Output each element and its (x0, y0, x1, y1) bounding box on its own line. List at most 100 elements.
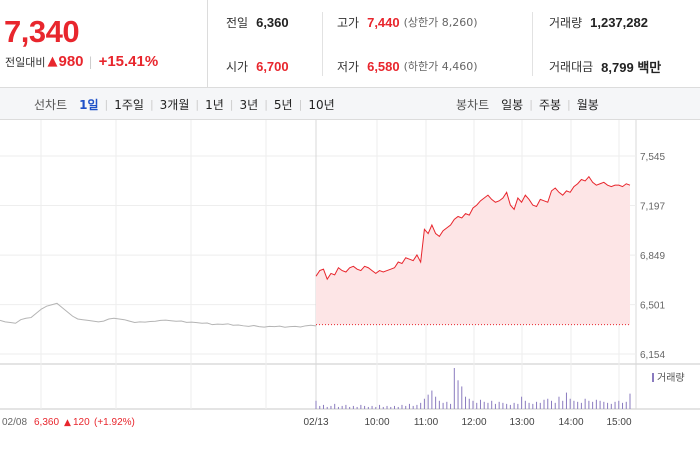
candle-chart-tabs: 봉차트 일봉 | 주봉 | 월봉 (456, 97, 599, 112)
stats-col-1: 전일 6,360 시가 6,700 (226, 0, 326, 88)
divider (532, 12, 533, 76)
volume-bar (319, 405, 321, 409)
current-price: 7,340 (4, 14, 80, 49)
line-chart-tabs: 선차트 1일 | 1주일 | 3개월 | 1년 | 3년 | 5년 | 10년 (34, 97, 335, 112)
volume-bar (551, 400, 552, 409)
volume-legend-icon (652, 373, 654, 382)
tab-1d[interactable]: 1일 (79, 97, 99, 112)
tab-10y[interactable]: 10년 (308, 97, 335, 112)
volume-bar (479, 399, 481, 409)
tab-weekly[interactable]: 주봉 (538, 97, 562, 112)
volume-bar (334, 403, 336, 409)
volume-bar (494, 403, 496, 409)
volume-bar (595, 399, 597, 409)
volume-bar (521, 396, 523, 409)
up-arrow-icon: ▲ (47, 54, 58, 69)
volume-bar (341, 405, 343, 409)
volume-bar (322, 404, 324, 409)
prev-day-date: 02/08 (2, 417, 27, 428)
stats-col-3: 거래량 1,237,282 거래대금 8,799 백만 (549, 0, 699, 88)
volume-bar (360, 404, 362, 409)
volume-bar (506, 403, 508, 409)
volume-bar (349, 406, 351, 409)
volume-bar (450, 403, 452, 409)
volume-bar (491, 400, 493, 409)
x-tick-label: 15:00 (606, 417, 631, 428)
volume-bar (412, 405, 414, 409)
chart-tabs: 선차트 1일 | 1주일 | 3개월 | 1년 | 3년 | 5년 | 10년 봉차트 일봉… (0, 88, 700, 120)
divider (322, 12, 323, 76)
stat-volume: 거래량 1,237,282 (549, 14, 648, 30)
prev-day-series-line (0, 302, 317, 328)
y-tick-label: 7,545 (640, 152, 665, 163)
volume-bar (367, 406, 369, 409)
tab-1y[interactable]: 1년 (205, 97, 224, 112)
x-tick-label: 14:00 (558, 417, 583, 428)
volume-bar (614, 401, 616, 409)
volume-bar (330, 405, 332, 409)
price-box: 7,340 전일대비 ▲ 980 | +15.41% (0, 0, 208, 88)
volume-bar (554, 402, 556, 409)
change-label: 전일대비 (5, 55, 46, 69)
change-percent: +15.41% (98, 53, 159, 70)
volume-bar (382, 406, 384, 409)
volume-bar (423, 398, 425, 409)
volume-bar (408, 403, 410, 409)
tab-3y[interactable]: 3년 (239, 97, 259, 112)
tab-5y[interactable]: 5년 (273, 97, 293, 112)
volume-bar (431, 390, 433, 409)
volume-bar (573, 400, 575, 409)
prev-day-up-arrow-icon: ▲ (64, 418, 71, 428)
divider: | (88, 54, 93, 69)
tab-monthly[interactable]: 월봉 (576, 97, 599, 112)
x-tick-label: 12:00 (461, 417, 486, 428)
x-tick-label: 02/13 (303, 417, 328, 428)
tab-3m[interactable]: 3개월 (159, 97, 190, 112)
today-series-line (315, 175, 631, 281)
volume-bar (502, 402, 504, 409)
candle-chart-title: 봉차트 (456, 97, 490, 112)
volume-bar (438, 400, 440, 409)
volume-bar (603, 401, 605, 409)
volume-bar (371, 405, 373, 409)
volume-bar (592, 401, 594, 409)
stat-prev-close: 전일 6,360 (226, 14, 289, 30)
y-tick-label: 6,501 (640, 301, 665, 312)
x-tick-label: 10:00 (364, 417, 389, 428)
volume-bar (345, 404, 347, 409)
stat-open: 시가 6,700 (226, 58, 289, 74)
volume-bar (315, 400, 317, 409)
volume-bar (326, 406, 328, 409)
volume-bar (536, 401, 538, 409)
volume-legend: 거래량 (657, 372, 685, 384)
volume-bar (397, 406, 399, 409)
volume-bar (364, 405, 366, 409)
volume-bar (607, 402, 609, 409)
volume-bar (427, 394, 429, 409)
stats-col-2: 고가 7,440 (상한가 8,260) 저가 6,580 (하한가 4,460… (337, 0, 527, 88)
volume-bar (588, 400, 590, 409)
volume-bar (509, 404, 511, 409)
volume-bar (352, 405, 354, 409)
volume-bar (457, 380, 459, 409)
x-tick-label: 13:00 (509, 417, 534, 428)
volume-bar (599, 400, 601, 409)
tab-1w[interactable]: 1주일 (114, 97, 144, 112)
volume-bar (622, 402, 624, 409)
change-info: 전일대비 ▲ 980 | +15.41% (5, 53, 158, 70)
volume-bar (618, 400, 620, 409)
volume-bar (446, 401, 448, 409)
volume-bar (472, 400, 474, 409)
volume-bar (375, 406, 377, 409)
volume-bar (498, 401, 500, 409)
volume-bar (401, 404, 403, 409)
change-value: 980 (58, 53, 84, 70)
volume-bar (565, 392, 567, 409)
prev-day-pct: (+1.92%) (94, 417, 135, 428)
volume-bar (442, 402, 444, 409)
volume-bar (543, 399, 545, 409)
volume-bar (625, 401, 627, 409)
tab-daily[interactable]: 일봉 (501, 97, 524, 112)
volume-bar (487, 402, 489, 409)
stat-high: 고가 7,440 (상한가 8,260) (337, 14, 478, 30)
